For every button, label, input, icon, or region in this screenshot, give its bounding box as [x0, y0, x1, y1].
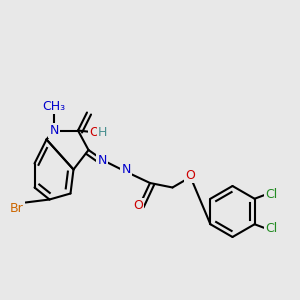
Text: N: N — [121, 163, 131, 176]
Text: Cl: Cl — [265, 222, 277, 235]
Text: N: N — [97, 154, 107, 167]
Text: O: O — [133, 199, 143, 212]
Text: H: H — [97, 125, 107, 139]
Text: O: O — [90, 125, 99, 139]
Text: Br: Br — [10, 202, 23, 215]
Text: N: N — [49, 124, 59, 137]
Text: CH₃: CH₃ — [42, 100, 66, 113]
Text: O: O — [186, 169, 195, 182]
Text: Cl: Cl — [265, 188, 277, 201]
